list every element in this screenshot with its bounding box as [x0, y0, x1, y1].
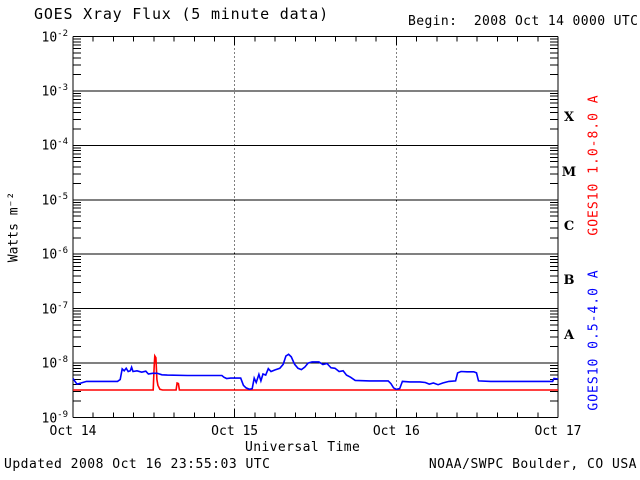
- legend-goes10-short-band: GOES10 0.5-4.0 A: [586, 269, 602, 411]
- y-axis-tick-label: 10-2: [41, 28, 69, 45]
- x-axis-tick-label: Oct 14: [49, 423, 97, 439]
- flare-class-letter-c: C: [563, 219, 575, 234]
- x-axis-title: Universal Time: [245, 440, 361, 455]
- flare-class-letter-a: A: [563, 327, 575, 343]
- x-axis-tick-label: Oct 15: [211, 423, 259, 439]
- y-axis-tick-label: 10-9: [41, 409, 69, 426]
- begin-time-label: Begin: 2008 Oct 14 0000 UTC: [408, 14, 639, 29]
- y-axis-tick-label: 10-6: [41, 246, 69, 263]
- y-axis-tick-label: 10-3: [41, 82, 69, 100]
- y-axis-tick-label: 10-4: [41, 137, 69, 154]
- flux-series-1: [72, 353, 559, 391]
- flare-class-letter-m: M: [561, 164, 577, 180]
- y-axis-tick-label: 10-8: [41, 355, 69, 372]
- updated-timestamp: Updated 2008 Oct 16 23:55:03 UTC: [4, 457, 271, 472]
- legend-goes10-long-band: GOES10 1.0-8.0 A: [586, 94, 602, 236]
- y-axis-title: Watts m⁻²: [6, 191, 22, 263]
- x-axis-tick-label: Oct 17: [534, 423, 582, 439]
- y-axis-tick-label: 10-7: [41, 300, 69, 317]
- source-attribution: NOAA/SWPC Boulder, CO USA: [428, 457, 637, 472]
- x-axis-tick-label: Oct 16: [372, 423, 420, 439]
- chart-title: GOES Xray Flux (5 minute data): [34, 5, 329, 23]
- flare-class-letter-b: B: [563, 273, 575, 289]
- y-axis-tick-label: 10-5: [41, 191, 69, 209]
- flare-class-letter-x: X: [563, 110, 575, 126]
- flux-series-0: [73, 353, 558, 391]
